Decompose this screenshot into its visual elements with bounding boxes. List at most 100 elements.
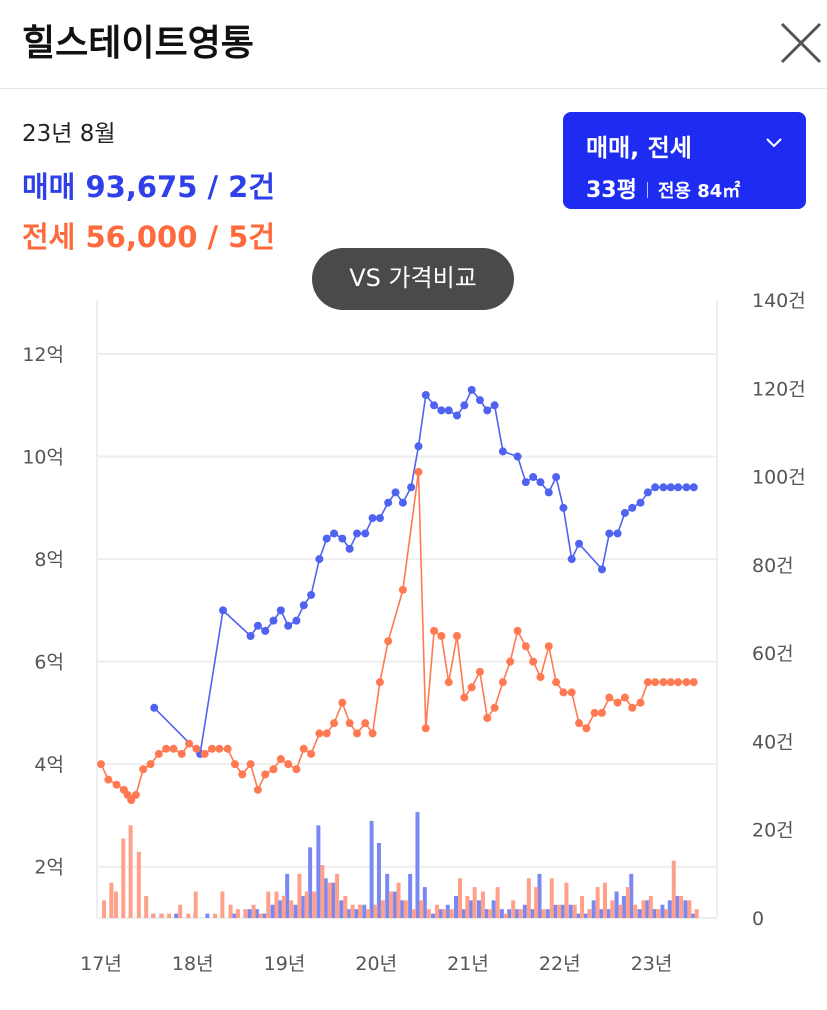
sale-label: 매매 bbox=[22, 170, 76, 204]
rent-price-point bbox=[238, 770, 247, 779]
rent-price-point bbox=[215, 744, 224, 753]
rent-price-point bbox=[590, 708, 599, 717]
sale-volume-bar bbox=[174, 913, 179, 918]
sale-volume-bar bbox=[408, 873, 413, 918]
rent-volume-bar bbox=[419, 900, 424, 918]
rent-price-point bbox=[613, 698, 622, 707]
rent-price-point bbox=[689, 678, 698, 687]
sale-price-point bbox=[284, 621, 293, 630]
sale-price-point bbox=[682, 483, 691, 492]
sale-volume-bar bbox=[491, 900, 496, 918]
x-tick-label: 23년 bbox=[631, 953, 673, 975]
sale-volume-bar bbox=[277, 900, 282, 918]
rent-volume-bar bbox=[327, 882, 332, 918]
rent-price-point bbox=[146, 760, 155, 769]
sale-price-point bbox=[651, 483, 660, 492]
volume-bars bbox=[102, 812, 699, 918]
rent-price-point bbox=[682, 678, 691, 687]
price-points bbox=[97, 385, 698, 805]
sale-price-point bbox=[444, 406, 453, 415]
rent-price-point bbox=[506, 657, 515, 666]
rent-volume-bar bbox=[251, 904, 256, 918]
sale-price-point bbox=[421, 391, 430, 400]
y-right-tick-label: 140건 bbox=[752, 290, 806, 312]
sale-volume-bar bbox=[323, 878, 328, 918]
sale-volume-bar bbox=[683, 900, 688, 918]
sale-price-point bbox=[529, 473, 538, 482]
sale-price-point bbox=[567, 555, 576, 564]
rent-price-point bbox=[643, 678, 652, 687]
trade-type-selector[interactable]: 매매, 전세 33평 전용 84㎡ bbox=[563, 112, 806, 209]
rent-price-point bbox=[338, 698, 347, 707]
sale-price-point bbox=[559, 503, 568, 512]
sale-price-point bbox=[375, 514, 384, 523]
rent-volume-bar bbox=[235, 909, 240, 918]
sale-volume-bar bbox=[285, 873, 290, 918]
y-right-tick-label: 60건 bbox=[752, 643, 794, 665]
sale-volume-bar bbox=[537, 873, 542, 918]
rent-volume-bar bbox=[488, 909, 493, 918]
sale-price-point bbox=[483, 406, 492, 415]
sale-volume-bar bbox=[629, 873, 634, 918]
sale-price-point bbox=[219, 606, 228, 615]
x-tick-label: 17년 bbox=[80, 953, 122, 975]
rent-volume-bar bbox=[304, 891, 309, 918]
sale-volume-bar bbox=[530, 909, 535, 918]
rent-price-point bbox=[552, 678, 561, 687]
size-pyeong: 33평 bbox=[586, 178, 637, 203]
sale-volume-bar bbox=[583, 913, 588, 918]
rent-price-point bbox=[345, 719, 354, 728]
sale-volume-bar bbox=[468, 900, 473, 918]
rent-volume-bar bbox=[297, 873, 302, 918]
sale-volume-bar bbox=[576, 913, 581, 918]
rent-price-point bbox=[127, 796, 136, 805]
rent-volume-bar bbox=[220, 891, 225, 918]
rent-volume-bar bbox=[412, 909, 417, 918]
rent-volume-bar bbox=[541, 909, 546, 918]
sale-summary: 매매 93,675 / 2건 bbox=[22, 164, 275, 206]
rent-price-point bbox=[307, 749, 316, 758]
rent-price-point bbox=[97, 760, 105, 769]
sale-volume-bar bbox=[598, 909, 603, 918]
sale-volume-bar bbox=[454, 895, 459, 918]
sale-volume-bar bbox=[262, 913, 267, 918]
x-tick-label: 20년 bbox=[355, 953, 397, 975]
rent-price-point bbox=[368, 729, 377, 738]
sale-volume-bar bbox=[205, 913, 210, 918]
sale-price-point bbox=[498, 447, 507, 456]
rent-volume-bar bbox=[610, 900, 615, 918]
rent-price-point bbox=[430, 626, 439, 635]
rent-price-point bbox=[169, 744, 178, 753]
y-left-tick-label: 10억 bbox=[22, 447, 64, 469]
rent-price-point bbox=[269, 765, 278, 774]
rent-price-line bbox=[100, 471, 694, 802]
rent-volume-bar bbox=[320, 865, 325, 918]
rent-price-point bbox=[322, 729, 331, 738]
vs-compare-button[interactable]: VS 가격비교 bbox=[312, 248, 514, 310]
rent-price-point bbox=[628, 703, 637, 712]
sale-price-point bbox=[253, 621, 262, 630]
sale-price-point bbox=[552, 473, 561, 482]
rent-volume-bar bbox=[102, 900, 106, 918]
rent-price-point bbox=[659, 678, 668, 687]
rent-volume-bar bbox=[587, 909, 592, 918]
sale-price-point bbox=[307, 590, 316, 599]
rent-volume-bar bbox=[472, 887, 477, 918]
sale-price-point bbox=[330, 529, 339, 538]
sale-volume-bar bbox=[568, 904, 573, 918]
sale-volume-bar bbox=[606, 909, 611, 918]
rent-volume-bar bbox=[549, 878, 554, 918]
rent-price-point bbox=[192, 744, 201, 753]
rent-volume-bar bbox=[167, 913, 172, 918]
rent-volume-bar bbox=[648, 895, 653, 918]
sale-price-point bbox=[605, 529, 614, 538]
rent-volume-bar bbox=[664, 909, 669, 918]
sale-price-point bbox=[643, 488, 652, 497]
sale-volume-bar bbox=[675, 895, 680, 918]
sale-price-point bbox=[150, 703, 159, 712]
sale-price-point bbox=[352, 529, 361, 538]
sale-volume-bar bbox=[445, 904, 450, 918]
sale-volume-bar bbox=[507, 909, 512, 918]
close-icon[interactable] bbox=[776, 18, 826, 68]
rent-volume-bar bbox=[312, 891, 317, 918]
